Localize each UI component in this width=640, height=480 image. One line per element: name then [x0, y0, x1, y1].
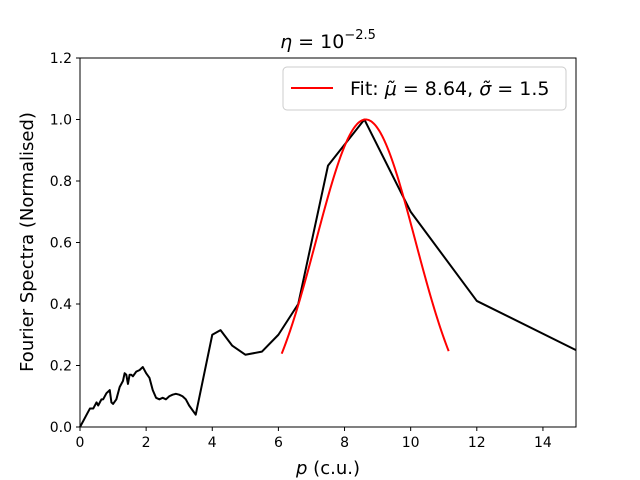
y-tick-label: 1.2: [50, 51, 72, 67]
legend-label-fit: Fit: μ̃ = 8.64, σ̃ = 1.5: [350, 78, 549, 100]
y-tick-label: 0.8: [50, 174, 72, 190]
x-axis-label: p (c.u.): [295, 458, 360, 479]
y-tick-label: 0.0: [50, 420, 72, 436]
x-tick-label: 12: [468, 435, 486, 451]
y-tick-label: 1.0: [50, 113, 72, 129]
y-tick-label: 0.6: [50, 236, 72, 252]
x-axis-label-unit: (c.u.): [307, 458, 360, 479]
legend: Fit: μ̃ = 8.64, σ̃ = 1.5: [282, 66, 567, 111]
title-eta: η: [280, 31, 292, 53]
x-tick-label: 10: [402, 435, 420, 451]
chart-title: η = 10−2.5: [280, 28, 376, 53]
ticks: 0 2 4 6 8 10 12 14 0.0 0.2 0.4 0.6 0.8 1.0 1.2: [50, 51, 552, 451]
y-tick-label: 0.4: [50, 297, 72, 313]
x-tick-label: 14: [534, 435, 552, 451]
x-tick-label: 4: [208, 435, 217, 451]
series-line-fit: [280, 118, 450, 355]
y-axis-label: Fourier Spectra (Normalised): [17, 112, 38, 372]
legend-box: [282, 66, 567, 111]
series-line-spectrum: [79, 118, 577, 428]
title-base-rest: = 10: [292, 31, 344, 53]
axes-frame: [79, 57, 577, 428]
x-tick-label: 0: [76, 435, 85, 451]
x-tick-label: 6: [274, 435, 283, 451]
y-tick-label: 0.2: [50, 359, 72, 375]
x-tick-label: 2: [142, 435, 151, 451]
x-axis-label-var: p: [295, 458, 307, 479]
title-exponent: −2.5: [344, 28, 376, 43]
x-tick-label: 8: [340, 435, 349, 451]
plot-area: [79, 118, 577, 428]
